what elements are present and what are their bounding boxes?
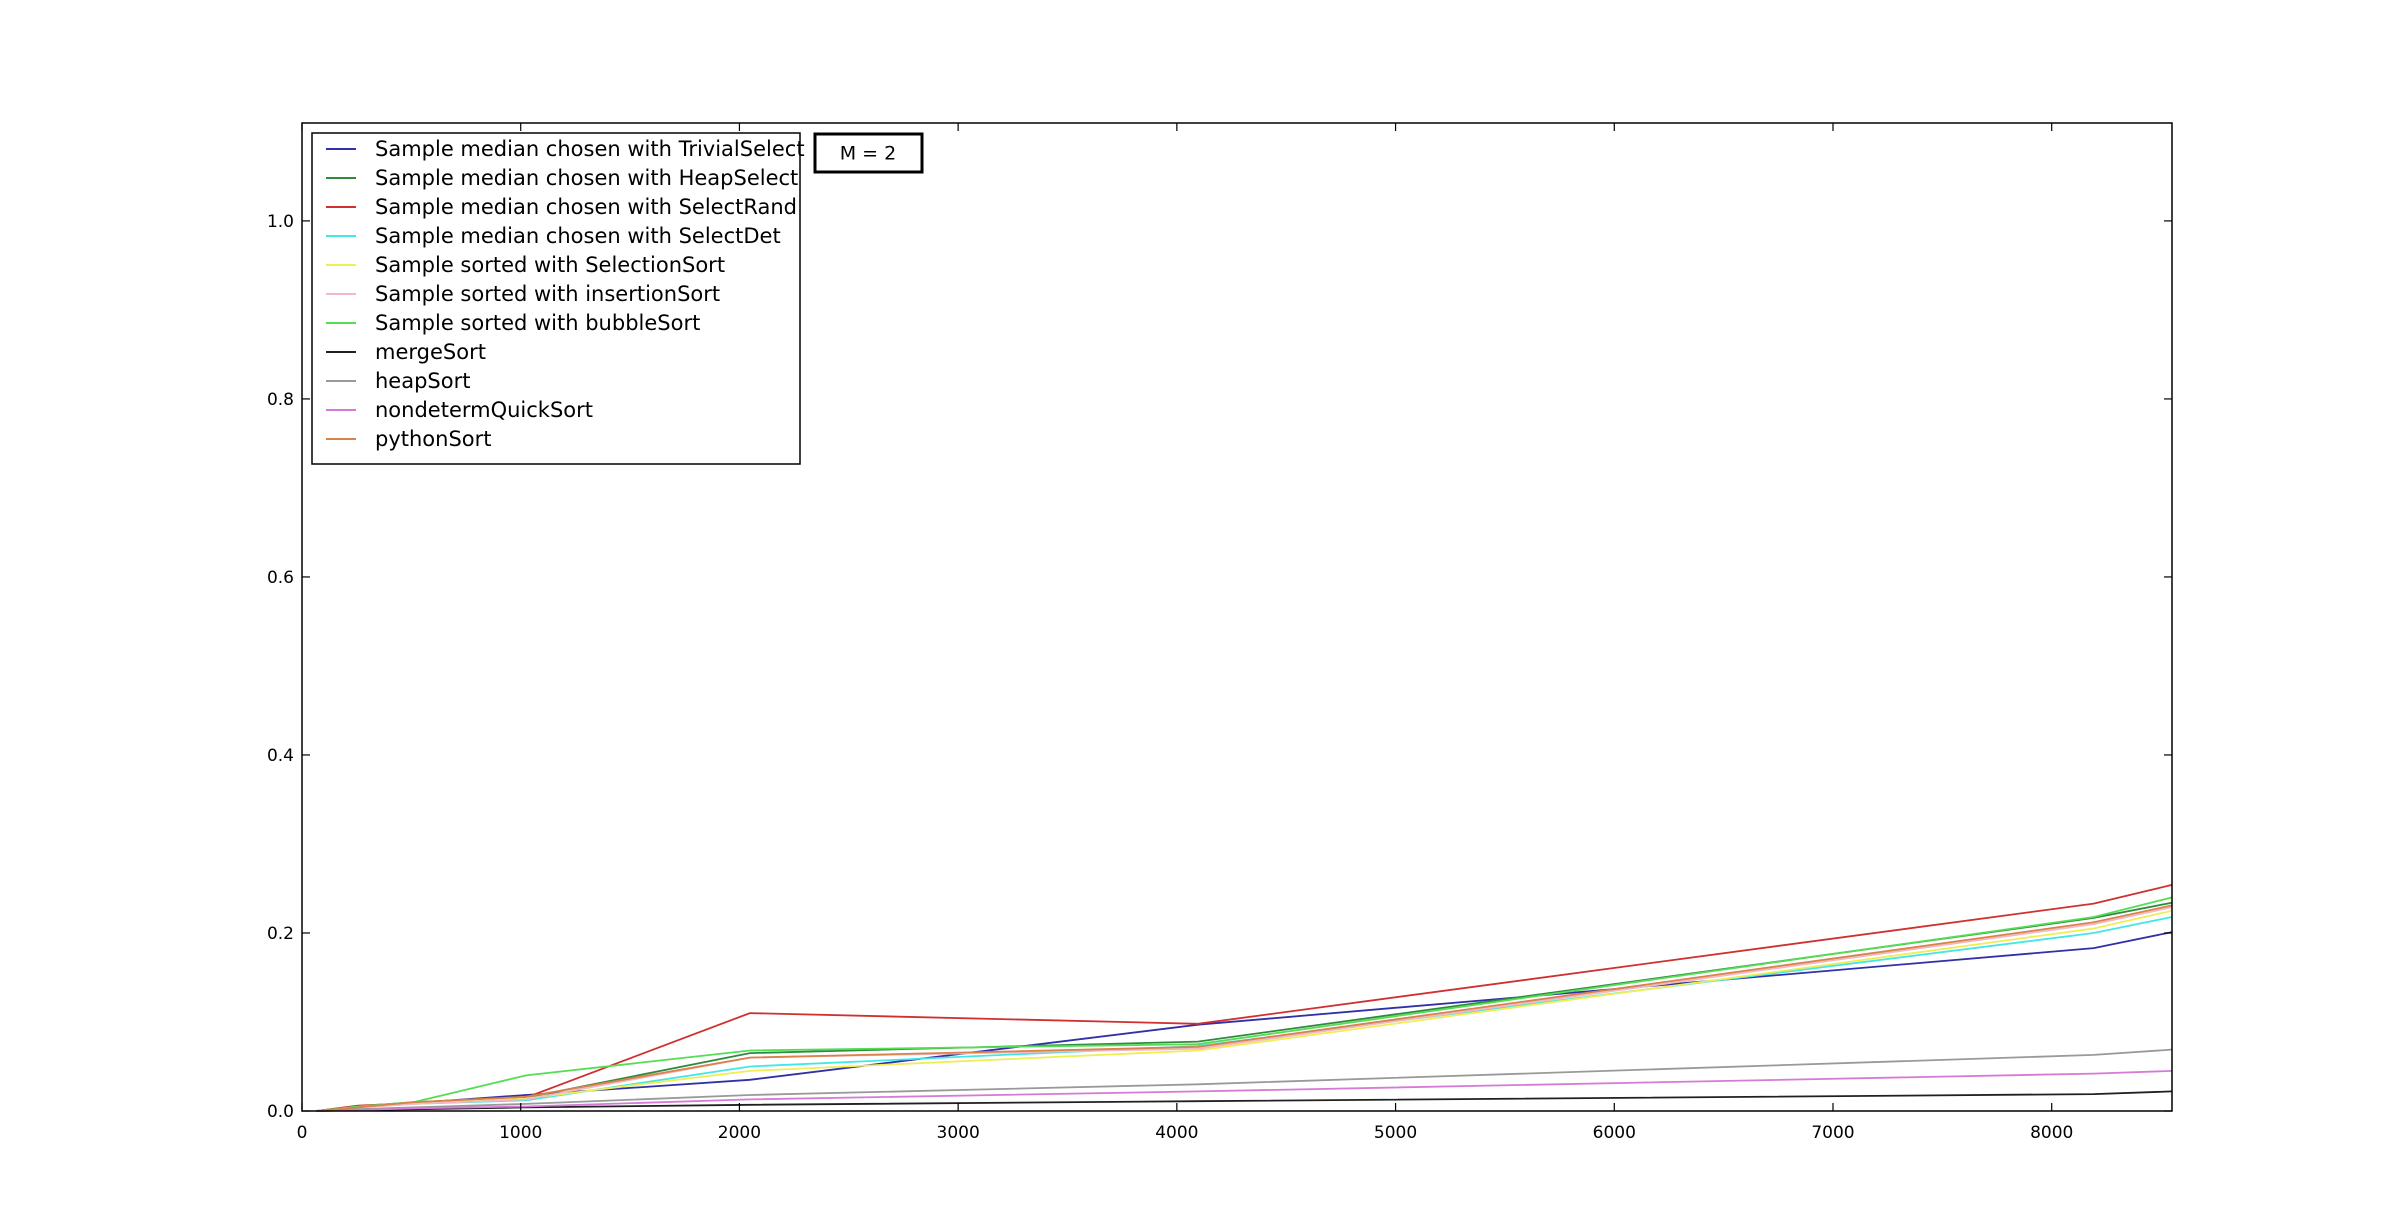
series-line-7 xyxy=(315,896,2173,1112)
y-tick-label: 0.8 xyxy=(267,390,294,410)
series-line-2 xyxy=(315,901,2173,1112)
annotation-box: M = 2 xyxy=(813,132,924,174)
legend-label: pythonSort xyxy=(375,427,492,451)
legend-label: Sample median chosen with TrivialSelect xyxy=(375,137,805,161)
legend-label: Sample sorted with bubbleSort xyxy=(375,311,700,335)
y-tick-label: 0.0 xyxy=(267,1102,294,1122)
legend-label: heapSort xyxy=(375,369,470,393)
y-tick-label: 1.0 xyxy=(267,212,294,232)
axis-ticks: 0 1000 2000 3000 4000 5000 6000 7000 8000 0.0 0.2 0… xyxy=(267,123,2172,1143)
series-line-5 xyxy=(315,909,2173,1112)
x-tick-label: 3000 xyxy=(937,1123,980,1143)
series-line-11 xyxy=(315,904,2173,1112)
series-line-10 xyxy=(315,1070,2173,1112)
x-tick-label: 0 xyxy=(297,1123,308,1143)
x-tick-label: 1000 xyxy=(499,1123,542,1143)
series-line-9 xyxy=(315,1048,2173,1112)
y-tick-label: 0.4 xyxy=(267,746,294,766)
legend-label: Sample sorted with insertionSort xyxy=(375,282,720,306)
x-tick-label: 4000 xyxy=(1155,1123,1198,1143)
series-line-6 xyxy=(315,906,2173,1112)
y-tick-label: 0.6 xyxy=(267,568,294,588)
annotation-text: M = 2 xyxy=(840,143,896,165)
x-tick-label: 2000 xyxy=(718,1123,761,1143)
legend-label: Sample median chosen with HeapSelect xyxy=(375,166,798,190)
legend-label: mergeSort xyxy=(375,340,486,364)
x-tick-label: 5000 xyxy=(1374,1123,1417,1143)
series-layer xyxy=(315,884,2173,1112)
plot-frame xyxy=(301,122,2173,1112)
legend-frame xyxy=(311,132,801,465)
annotation-frame xyxy=(813,132,924,174)
legend: Sample median chosen with TrivialSelect S… xyxy=(311,132,805,465)
legend-label: Sample median chosen with SelectRand xyxy=(375,195,797,219)
legend-label: nondetermQuickSort xyxy=(375,398,593,422)
legend-label: Sample sorted with SelectionSort xyxy=(375,253,725,277)
x-tick-label: 6000 xyxy=(1593,1123,1636,1143)
y-tick-label: 0.2 xyxy=(267,924,294,944)
x-tick-label: 8000 xyxy=(2030,1123,2073,1143)
x-tick-label: 7000 xyxy=(1811,1123,1854,1143)
legend-label: Sample median chosen with SelectDet xyxy=(375,224,781,248)
